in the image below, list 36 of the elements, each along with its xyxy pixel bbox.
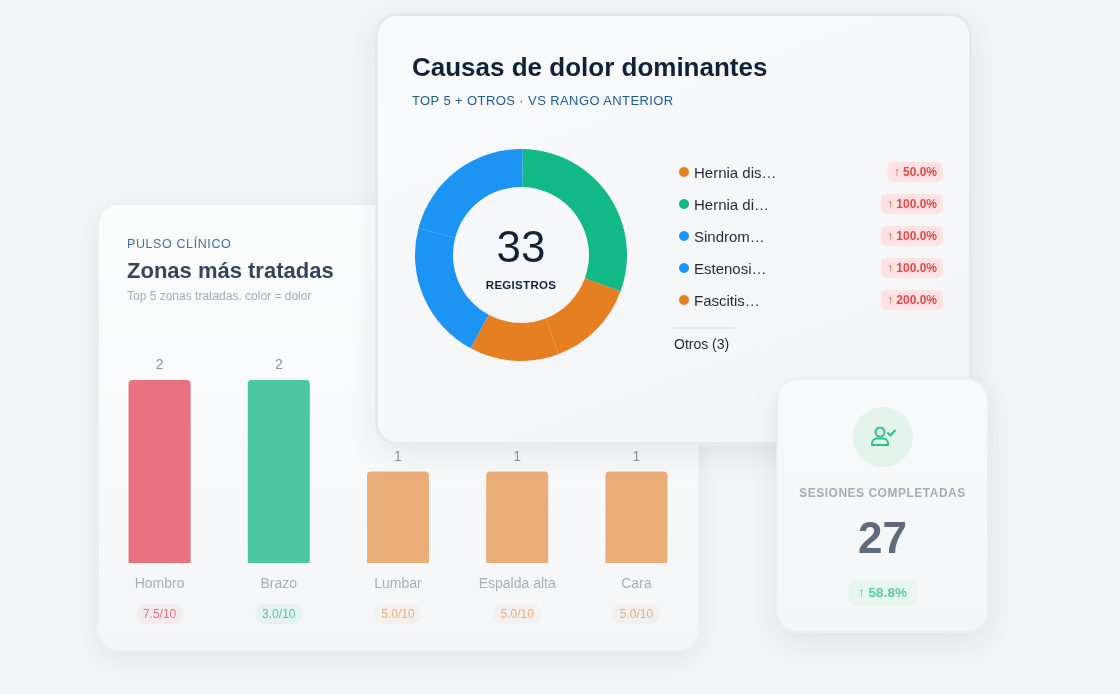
- text: ↑ 100.0%: [886, 229, 938, 243]
- text: 5.0/10: [374, 604, 422, 624]
- x-tick-label: Hombro: [134, 575, 185, 591]
- chart-subtitle: TOP 5 + OTROS · VS RANGO ANTERIOR: [412, 93, 674, 109]
- text: ↑ 58.8%: [848, 580, 917, 606]
- x-tick-label: Espalda alta: [478, 575, 556, 591]
- text: REGISTROS: [485, 279, 557, 293]
- text: ↑ 50.0%: [893, 165, 937, 179]
- text: ↑ 100.0%: [886, 261, 938, 275]
- text: ↑ 100.0%: [886, 197, 938, 211]
- text: 5.0/10: [493, 604, 541, 624]
- x-tick-label: Lumbar: [374, 575, 423, 591]
- x-tick-label: Cara: [621, 575, 652, 591]
- legend-label: Hernia di…: [694, 195, 770, 213]
- data-label: 1: [394, 447, 403, 464]
- text: 5.0/10: [612, 604, 661, 624]
- chart-subtitle: Top 5 zonas tratadas. color = dolor: [127, 289, 312, 304]
- text: 33: [496, 222, 546, 273]
- text: SESIONES COMPLETADAS: [799, 486, 966, 501]
- data-label: 1: [632, 447, 641, 464]
- chart-title: Causas de dolor dominantes: [412, 52, 768, 83]
- chart-title: Zonas más tratadas: [127, 258, 334, 284]
- text: ↑ 200.0%: [886, 293, 938, 307]
- x-tick-label: Brazo: [260, 575, 298, 591]
- legend-label: Estenosi…: [694, 259, 767, 277]
- legend-label: Fascitis…: [694, 291, 760, 309]
- legend-label: Sindrom…: [694, 227, 765, 245]
- data-label: 2: [274, 356, 283, 372]
- text: PULSO CLÍNICO: [127, 237, 232, 252]
- data-label: 1: [513, 447, 522, 464]
- text: 27: [858, 513, 907, 564]
- legend-label: Hernia dis…: [694, 163, 777, 181]
- text: 7.5/10: [135, 604, 184, 624]
- text: 3.0/10: [255, 604, 303, 624]
- data-label: 2: [155, 356, 164, 372]
- text: Otros (3): [674, 336, 730, 353]
